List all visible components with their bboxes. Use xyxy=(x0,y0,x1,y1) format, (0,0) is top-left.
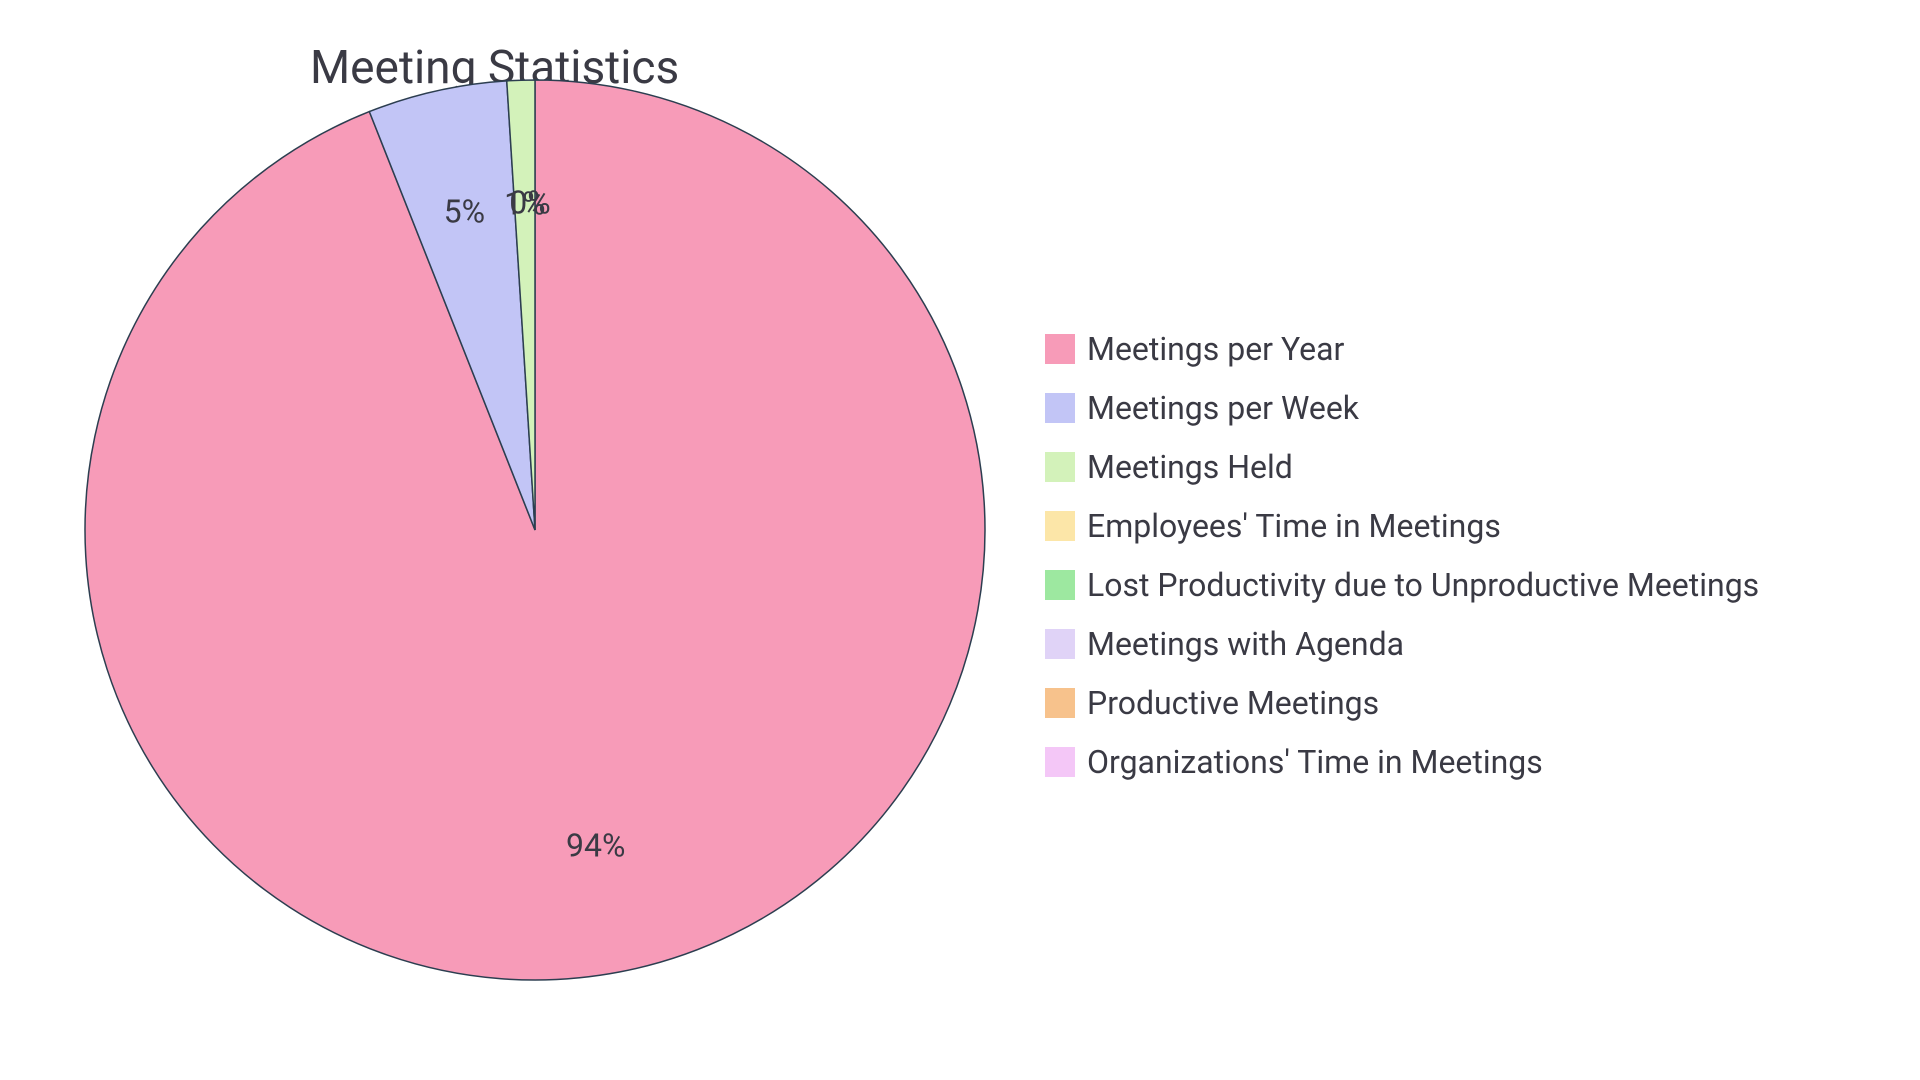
legend: Meetings per Year Meetings per Week Meetin… xyxy=(1045,330,1759,802)
legend-swatch xyxy=(1045,334,1075,364)
legend-label: Meetings with Agenda xyxy=(1087,625,1404,663)
legend-label: Meetings per Year xyxy=(1087,330,1344,368)
legend-item: Meetings per Year xyxy=(1045,330,1759,368)
slice-pct-label: 94% xyxy=(566,827,625,865)
legend-item: Meetings with Agenda xyxy=(1045,625,1759,663)
slice-pct-label: 5% xyxy=(444,192,485,230)
legend-swatch xyxy=(1045,511,1075,541)
slice-pct-label-overlap: 0% xyxy=(509,183,550,221)
legend-swatch xyxy=(1045,452,1075,482)
legend-item: Organizations' Time in Meetings xyxy=(1045,743,1759,781)
legend-swatch xyxy=(1045,629,1075,659)
legend-label: Meetings per Week xyxy=(1087,389,1359,427)
legend-label: Meetings Held xyxy=(1087,448,1293,486)
legend-item: Employees' Time in Meetings xyxy=(1045,507,1759,545)
legend-swatch xyxy=(1045,570,1075,600)
legend-swatch xyxy=(1045,747,1075,777)
legend-label: Employees' Time in Meetings xyxy=(1087,507,1501,545)
legend-swatch xyxy=(1045,393,1075,423)
legend-label: Lost Productivity due to Unproductive Me… xyxy=(1087,566,1759,604)
legend-item: Productive Meetings xyxy=(1045,684,1759,722)
legend-label: Organizations' Time in Meetings xyxy=(1087,743,1543,781)
legend-item: Meetings Held xyxy=(1045,448,1759,486)
legend-item: Meetings per Week xyxy=(1045,389,1759,427)
legend-swatch xyxy=(1045,688,1075,718)
legend-item: Lost Productivity due to Unproductive Me… xyxy=(1045,566,1759,604)
legend-label: Productive Meetings xyxy=(1087,684,1379,722)
chart-container: Meeting Statistics 94%5%1%0% Meetings pe… xyxy=(0,0,1920,1080)
